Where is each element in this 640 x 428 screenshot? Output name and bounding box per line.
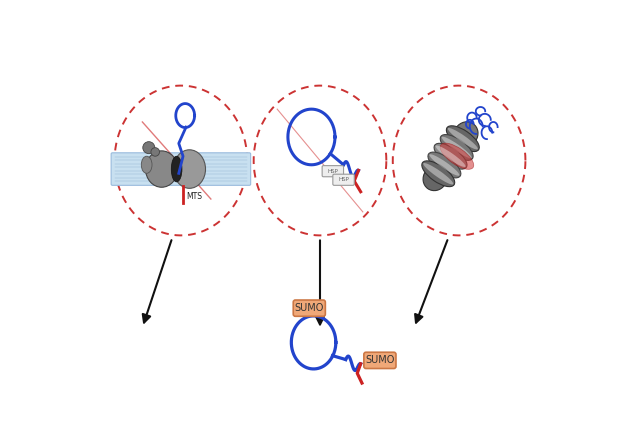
Ellipse shape [440, 143, 474, 169]
Ellipse shape [448, 128, 478, 149]
Ellipse shape [145, 151, 178, 187]
Ellipse shape [429, 154, 460, 176]
FancyBboxPatch shape [333, 174, 355, 185]
Ellipse shape [173, 150, 205, 188]
Ellipse shape [436, 146, 465, 167]
Text: MTS: MTS [186, 192, 202, 202]
Text: HSP: HSP [338, 177, 349, 182]
FancyBboxPatch shape [322, 166, 344, 177]
Ellipse shape [423, 166, 447, 190]
Ellipse shape [172, 156, 182, 182]
Text: SUMO: SUMO [365, 355, 395, 366]
Ellipse shape [423, 163, 453, 184]
FancyBboxPatch shape [111, 153, 251, 185]
Ellipse shape [141, 156, 152, 173]
Ellipse shape [434, 143, 467, 169]
Ellipse shape [428, 152, 461, 178]
Ellipse shape [440, 134, 473, 160]
Text: HSP: HSP [328, 169, 339, 174]
Ellipse shape [446, 126, 479, 152]
FancyBboxPatch shape [364, 352, 396, 369]
FancyBboxPatch shape [293, 300, 325, 316]
Ellipse shape [442, 137, 472, 158]
Text: SUMO: SUMO [294, 303, 324, 313]
Circle shape [143, 142, 155, 154]
Ellipse shape [454, 122, 478, 147]
Circle shape [151, 148, 159, 156]
Ellipse shape [422, 161, 454, 187]
